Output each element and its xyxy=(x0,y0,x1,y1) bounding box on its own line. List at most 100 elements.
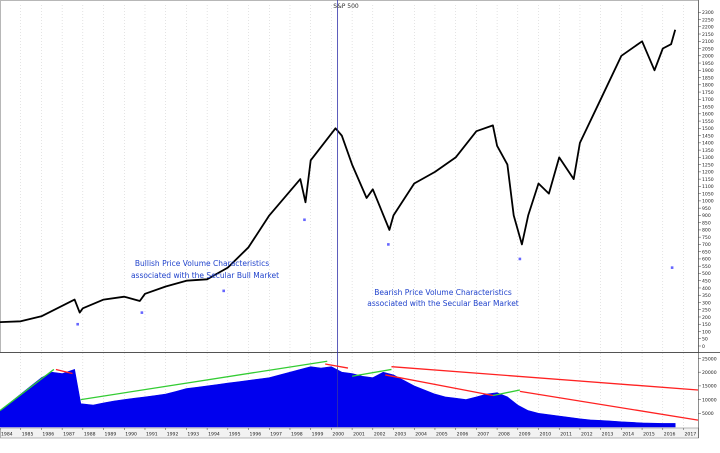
x-tick-label: 1998 xyxy=(291,432,303,438)
price-tick-label: 1000 xyxy=(702,199,714,205)
price-tick-label: 1200 xyxy=(702,170,714,176)
x-tick-label: 2004 xyxy=(415,432,427,438)
price-tick-label: 600 xyxy=(702,257,711,263)
x-tick-label: 1991 xyxy=(146,432,158,438)
price-tick-label: 1500 xyxy=(702,126,714,132)
price-tick-label: 1250 xyxy=(702,162,714,168)
x-tick-label: 2017 xyxy=(685,432,697,438)
price-tick-label: 2100 xyxy=(702,39,714,45)
price-tick-label: 1750 xyxy=(702,90,714,96)
price-tick-label: 750 xyxy=(702,235,711,241)
volume-tick-label: 25000 xyxy=(702,356,717,362)
x-tick-label: 2006 xyxy=(457,432,469,438)
x-tick-label: 2016 xyxy=(664,432,676,438)
x-tick-label: 1999 xyxy=(312,432,324,438)
x-tick-label: 1985 xyxy=(22,432,34,438)
price-tick-label: 1350 xyxy=(702,148,714,154)
price-tick-label: 50 xyxy=(702,337,708,343)
x-tick-label: 1992 xyxy=(167,432,179,438)
bearish-annotation-line1: Bearish Price Volume Characteristics xyxy=(374,288,512,297)
down-trend-line xyxy=(519,390,699,421)
signal-marker xyxy=(670,266,674,269)
price-tick-label: 1900 xyxy=(702,68,714,74)
down-trend-line xyxy=(55,368,73,375)
volume-tick-label: 10000 xyxy=(702,397,717,403)
x-tick-label: 2000 xyxy=(332,432,344,438)
x-tick-label: 1986 xyxy=(42,432,54,438)
price-tick-label: 1550 xyxy=(702,119,714,125)
price-tick-label: 2300 xyxy=(702,10,714,16)
x-tick-label: 1997 xyxy=(270,432,282,438)
x-tick-label: 2015 xyxy=(643,432,655,438)
volume-tick-label: 20000 xyxy=(702,370,717,376)
price-tick-label: 1600 xyxy=(702,112,714,118)
price-tick-label: 1850 xyxy=(702,75,714,81)
signal-marker xyxy=(303,218,306,222)
x-tick-label: 2003 xyxy=(395,432,407,438)
price-tick-label: 2050 xyxy=(702,46,714,52)
x-tick-label: 2005 xyxy=(436,432,448,438)
signal-marker xyxy=(387,243,390,246)
price-tick-label: 700 xyxy=(702,242,711,248)
down-trend-line xyxy=(325,363,349,369)
price-tick-label: 2000 xyxy=(702,54,714,60)
x-tick-label: 2011 xyxy=(560,432,572,438)
price-tick-label: 800 xyxy=(702,228,711,234)
x-tick-label: 2014 xyxy=(622,432,634,438)
x-tick-label: 2002 xyxy=(374,432,386,438)
bullish-annotation-line1: Bullish Price Volume Characteristics xyxy=(135,259,269,268)
price-tick-label: 2250 xyxy=(702,17,714,23)
down-trend-line xyxy=(391,366,699,391)
price-tick-label: 1700 xyxy=(702,97,714,103)
price-tick-label: 450 xyxy=(702,279,711,285)
price-tick-label: 1100 xyxy=(702,184,714,190)
price-tick-label: 1300 xyxy=(702,155,714,161)
x-tick-label: 2009 xyxy=(519,432,531,438)
down-trend-line xyxy=(385,374,494,397)
price-tick-label: 400 xyxy=(702,286,711,292)
bearish-annotation-line2: associated with the Secular Bear Market xyxy=(367,299,519,308)
x-tick-label: 2010 xyxy=(540,432,552,438)
x-tick-label: 2013 xyxy=(602,432,614,438)
up-trend-line xyxy=(492,389,521,397)
price-tick-label: 900 xyxy=(702,213,711,219)
price-tick-label: 300 xyxy=(702,300,711,306)
up-trend-line xyxy=(80,360,328,401)
signal-marker xyxy=(518,257,522,261)
x-tick-label: 1994 xyxy=(208,432,220,438)
price-tick-label: 500 xyxy=(702,271,711,277)
price-tick-label: 350 xyxy=(702,293,711,299)
volume-tick-label: 15000 xyxy=(702,384,717,390)
up-trend-line xyxy=(0,368,55,412)
price-tick-label: 2150 xyxy=(702,32,714,38)
price-tick-label: 0 xyxy=(702,344,705,350)
price-tick-label: 1650 xyxy=(702,104,714,110)
price-tick-label: 950 xyxy=(702,206,711,212)
chart-title: S&P 500 xyxy=(333,3,359,10)
x-tick-label: 1993 xyxy=(187,432,199,438)
x-tick-label: 2008 xyxy=(498,432,510,438)
price-tick-label: 100 xyxy=(702,329,711,335)
x-tick-label: 1987 xyxy=(63,432,75,438)
price-tick-label: 250 xyxy=(702,308,711,314)
price-series-line xyxy=(0,29,677,323)
price-tick-label: 2200 xyxy=(702,25,714,31)
price-tick-label: 200 xyxy=(702,315,711,321)
price-tick-label: 1150 xyxy=(702,177,714,183)
up-trend-line xyxy=(351,368,392,377)
price-tick-label: 1450 xyxy=(702,133,714,139)
x-tick-label: 1989 xyxy=(105,432,117,438)
x-tick-label: 1996 xyxy=(250,432,262,438)
price-tick-label: 1800 xyxy=(702,83,714,89)
bullish-annotation-line2: associated with the Secular Bull Market xyxy=(131,271,279,280)
price-tick-label: 850 xyxy=(702,220,711,226)
signal-marker xyxy=(140,311,144,314)
signal-marker xyxy=(222,289,225,293)
x-tick-label: 2001 xyxy=(353,432,365,438)
price-tick-label: 550 xyxy=(702,264,711,270)
price-tick-label: 1050 xyxy=(702,191,714,197)
price-tick-label: 150 xyxy=(702,322,711,328)
x-tick-label: 2012 xyxy=(581,432,593,438)
x-tick-label: 1984 xyxy=(1,432,13,438)
